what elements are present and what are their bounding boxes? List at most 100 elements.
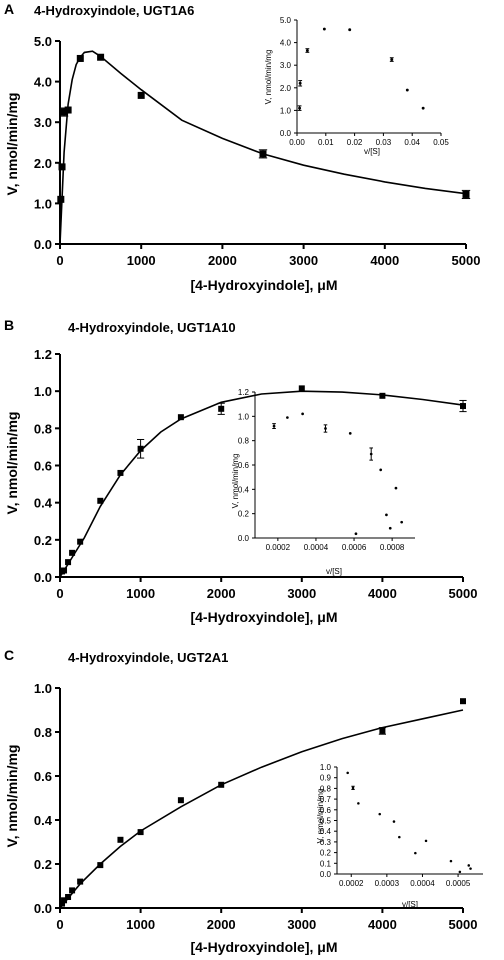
panel-b-inset-y-tick-label: 0.6	[238, 461, 250, 470]
panel-a-main-data-point	[462, 190, 470, 198]
panel-c-main-x-tick-label: 4000	[368, 917, 397, 932]
panel-b-inset-data-point	[394, 486, 398, 490]
panel-b-inset-x-tick-label: 0.0008	[380, 543, 405, 552]
panel-a-inset-x-tick-label: 0.02	[347, 138, 363, 147]
panel-c-main-data-point	[77, 878, 84, 885]
panel-a-main-data-point	[58, 163, 66, 171]
panel-a-main-y-tick-label: 0.0	[34, 237, 52, 252]
panel-b-inset-x-tick-label: 0.0004	[304, 543, 329, 552]
panel-c-inset-x-tick-label: 0.0002	[339, 879, 364, 888]
panel-b-main-data-point	[379, 392, 386, 399]
panel-b-main-data-point	[61, 567, 68, 574]
panel-b-y-axis-label: V, nmol/min/mg	[4, 412, 20, 515]
panel-a-inset-x-tick-label: 0.01	[318, 138, 334, 147]
panel-c-main-x-tick-label: 2000	[207, 917, 236, 932]
panel-b-main-y-tick-label: 1.0	[34, 384, 52, 399]
panel-b-main-x-tick-label: 5000	[449, 586, 478, 601]
panel-b-main-y-tick-label: 0.4	[34, 496, 53, 511]
panel-c-inset-y-tick-label: 0.3	[320, 838, 332, 847]
panel-c-letter: C	[4, 647, 14, 663]
panel-b-main-data-point	[117, 469, 124, 476]
panel-a-letter: A	[4, 1, 14, 17]
panel-c-inset-data-point	[467, 864, 471, 867]
panel-c-x-axis-label: [4-Hydroxyindole], μM	[190, 939, 337, 955]
panel-c-main-data-point	[61, 897, 68, 904]
panel-a-main-data-point	[76, 54, 84, 62]
panel-b-inset-data-point	[388, 526, 392, 530]
panel-b-inset-data-point	[379, 468, 383, 472]
panel-a-main-fit-curve	[59, 50, 467, 245]
panel-a-inset-data-point	[322, 27, 326, 31]
panel-a-main-y-tick-label: 3.0	[34, 115, 52, 130]
panel-c-inset-y-tick-label: 0.5	[320, 817, 332, 826]
panel-b-inset-y-tick-label: 0.8	[238, 437, 250, 446]
panel-b-inset-data-point	[354, 532, 358, 536]
panel-c-inset-data-point	[469, 867, 472, 870]
panel-c-inset-y-tick-label: 0.9	[320, 774, 332, 783]
panel-c-main-data-point	[177, 797, 184, 804]
panel-c-main-plot: 0.0 0.2 0.4 0.6 0.8 1.0 0 1000 2000 3000 4000 5000	[34, 681, 478, 932]
panel-c-inset-y-tick-label: 0.8	[320, 784, 332, 793]
panel-b-inset-data-point	[272, 424, 276, 428]
panel-b-inset-y-tick-label: 0.4	[238, 485, 250, 494]
panel-a-main-data-point	[137, 91, 145, 99]
panel-b-inset-data-point	[286, 416, 289, 419]
panel-a-inset-data-point	[305, 49, 309, 52]
panel-a-inset-data-point	[348, 28, 352, 32]
panel-b-letter: B	[4, 317, 14, 333]
panel-b-inset-data-point	[400, 520, 404, 524]
panel-c-main-data-point	[218, 781, 225, 788]
panel-b-main-data-point	[97, 497, 104, 504]
panel-c-main-data-point	[97, 862, 104, 869]
panel-a-main-data-point	[259, 150, 267, 158]
panel-a-x-axis-label: [4-Hydroxyindole], μM	[190, 277, 337, 293]
panel-c-inset-y-tick-label: 0.2	[320, 849, 332, 858]
panel-c-inset-data-point	[398, 835, 401, 839]
panel-a-inset-x-tick-label: 0.05	[433, 138, 449, 147]
panel-a-main-data-point	[97, 53, 105, 61]
panel-b-main-x-tick-label: 1000	[126, 586, 155, 601]
panel-a-inset-data-point	[298, 106, 302, 110]
panel-b-main-plot: 0.0 0.2 0.4 0.6 0.8 1.0 1.2 0 1000 2000 3000 4000 50…	[34, 347, 478, 601]
panel-b-main-data-point	[137, 445, 144, 452]
panel-c-main-data-point	[59, 900, 66, 907]
panel-a-inset-data-point	[421, 106, 425, 110]
panel-c-inset-y-label: V, nmol/min/mg	[316, 789, 325, 844]
panel-c-main-fit-curve	[59, 709, 464, 909]
panel-b-main-x-tick-label: 0	[56, 586, 63, 601]
panel-b-main-data-point	[69, 549, 76, 556]
panel-b-main-y-tick-label: 0.6	[34, 459, 52, 474]
panel-b-main-x-tick-label: 3000	[287, 586, 316, 601]
panel-a-inset-y-tick-label: 5.0	[280, 16, 292, 25]
panel-c-inset-x-label: v/[S]	[402, 900, 418, 909]
panel-a-main-x-tick-label: 4000	[370, 253, 399, 268]
panel-a-inset-y-tick-label: 0.0	[280, 129, 292, 138]
panel-b-main-data-point	[77, 538, 84, 545]
panel-c-inset-data-point	[378, 812, 381, 816]
panel-b-inset-data-point	[324, 427, 327, 430]
panel-b-inset-data-point	[301, 412, 304, 416]
panel-c-main-y-tick-label: 0.6	[34, 769, 52, 784]
panel-c-main-y-tick-label: 0.8	[34, 725, 52, 740]
panel-c-main-x-tick-label: 3000	[287, 917, 316, 932]
panel-c: C 4-Hydroxyindole, UGT2A1 [4-Hydroxyindo…	[4, 647, 483, 955]
panel-a-main-data-point	[60, 108, 68, 116]
panel-b-main-y-tick-label: 0.8	[34, 421, 52, 436]
panel-b-main-y-tick-label: 1.2	[34, 347, 52, 362]
panel-c-title: 4-Hydroxyindole, UGT2A1	[68, 650, 228, 665]
panel-b-inset-plot: 0.0 0.2 0.4 0.6 0.8 1.0 1.2 0.0002 0.0004 0.0006 0…	[238, 388, 415, 552]
panel-b-inset-data-point	[348, 432, 352, 435]
panel-a-main-data-point	[64, 106, 72, 114]
panel-c-inset-y-tick-label: 0.4	[320, 827, 332, 836]
panel-c-main-x-tick-label: 1000	[126, 917, 155, 932]
panel-a-main-y-tick-label: 5.0	[34, 34, 52, 49]
panel-b-main-y-tick-label: 0.2	[34, 533, 52, 548]
panel-b-main-x-tick-label: 2000	[207, 586, 236, 601]
panel-c-inset-data-point	[346, 771, 349, 775]
panel-c-main-data-point	[69, 887, 76, 894]
panel-a-main-x-tick-label: 1000	[127, 253, 156, 268]
panel-a-inset-data-point	[298, 81, 302, 85]
panel-c-inset-y-tick-label: 0.0	[320, 870, 332, 879]
panel-a-y-axis-label: V, nmol/min/mg	[4, 93, 20, 196]
panel-b-main-y-tick-label: 0.0	[34, 570, 52, 585]
